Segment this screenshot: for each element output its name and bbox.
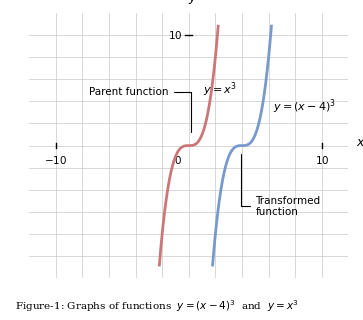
Text: $10$: $10$ bbox=[168, 29, 182, 41]
Text: $y$: $y$ bbox=[188, 0, 198, 6]
Text: Parent function: Parent function bbox=[89, 87, 191, 132]
Text: Transformed
function: Transformed function bbox=[241, 154, 321, 217]
Text: $y = x^3$: $y = x^3$ bbox=[203, 81, 237, 99]
Text: $10$: $10$ bbox=[315, 155, 329, 166]
Text: $y = (x-4)^3$: $y = (x-4)^3$ bbox=[273, 98, 335, 116]
Text: Figure-1: Graphs of functions  $y=(x-4)^3$  and  $y=x^3$: Figure-1: Graphs of functions $y=(x-4)^3… bbox=[15, 298, 298, 314]
Text: $-10$: $-10$ bbox=[44, 155, 67, 166]
Text: $x$: $x$ bbox=[356, 136, 363, 149]
Text: $0$: $0$ bbox=[174, 155, 182, 166]
